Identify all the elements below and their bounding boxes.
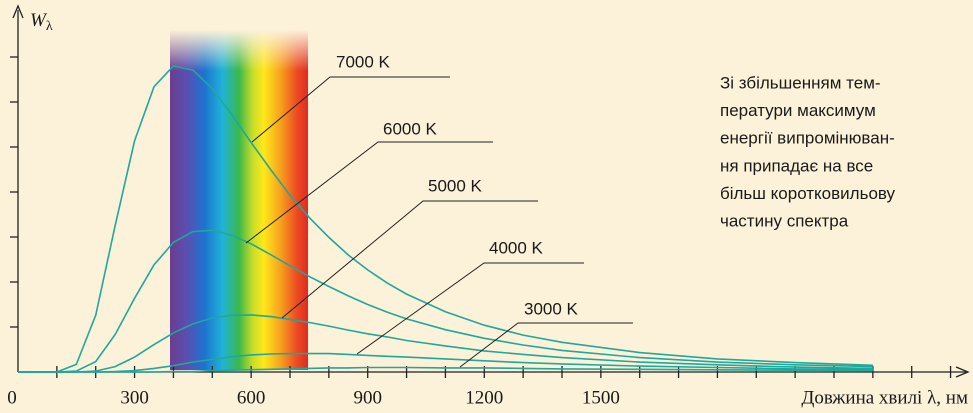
annotation-line: енергії випромінюван- <box>720 129 895 148</box>
leader-line <box>356 262 584 355</box>
annotation-line: більш коротковильову <box>720 184 896 203</box>
x-tick-label: 1200 <box>465 387 503 408</box>
curve <box>18 229 873 373</box>
y-label-main: W <box>30 10 48 31</box>
series-label: 4000 K <box>489 238 544 257</box>
curve <box>18 366 873 373</box>
x-axis-label: Довжина хвилі λ, нм <box>801 387 968 408</box>
series-label: 7000 K <box>336 52 391 71</box>
y-arrow <box>12 4 24 19</box>
curve <box>18 314 873 373</box>
series-label: 3000 K <box>524 299 579 318</box>
leader-line <box>459 322 633 368</box>
x-tick-label: 900 <box>353 387 382 408</box>
series-label: 5000 K <box>428 176 483 195</box>
leader-line <box>245 141 493 244</box>
annotation-line: Зі збільшенням тем- <box>720 73 881 92</box>
x-tick-label: 0 <box>7 387 17 408</box>
annotation-line: ператури максимум <box>720 101 876 120</box>
x-tick-label: 600 <box>237 387 266 408</box>
spectrum-fade <box>170 30 308 370</box>
curve <box>18 352 873 373</box>
annotation-line: ня припадає на все <box>720 156 873 175</box>
leader-line <box>281 200 538 319</box>
curve <box>18 65 873 373</box>
annotation-line: частину спектра <box>720 211 849 230</box>
series-label: 6000 K <box>383 119 438 138</box>
leader-line <box>251 76 450 143</box>
y-axis-label: Wλ <box>30 10 53 34</box>
x-tick-label: 1500 <box>582 387 620 408</box>
y-label-sub: λ <box>46 19 53 34</box>
x-arrow <box>955 366 970 378</box>
x-tick-label: 300 <box>120 387 149 408</box>
